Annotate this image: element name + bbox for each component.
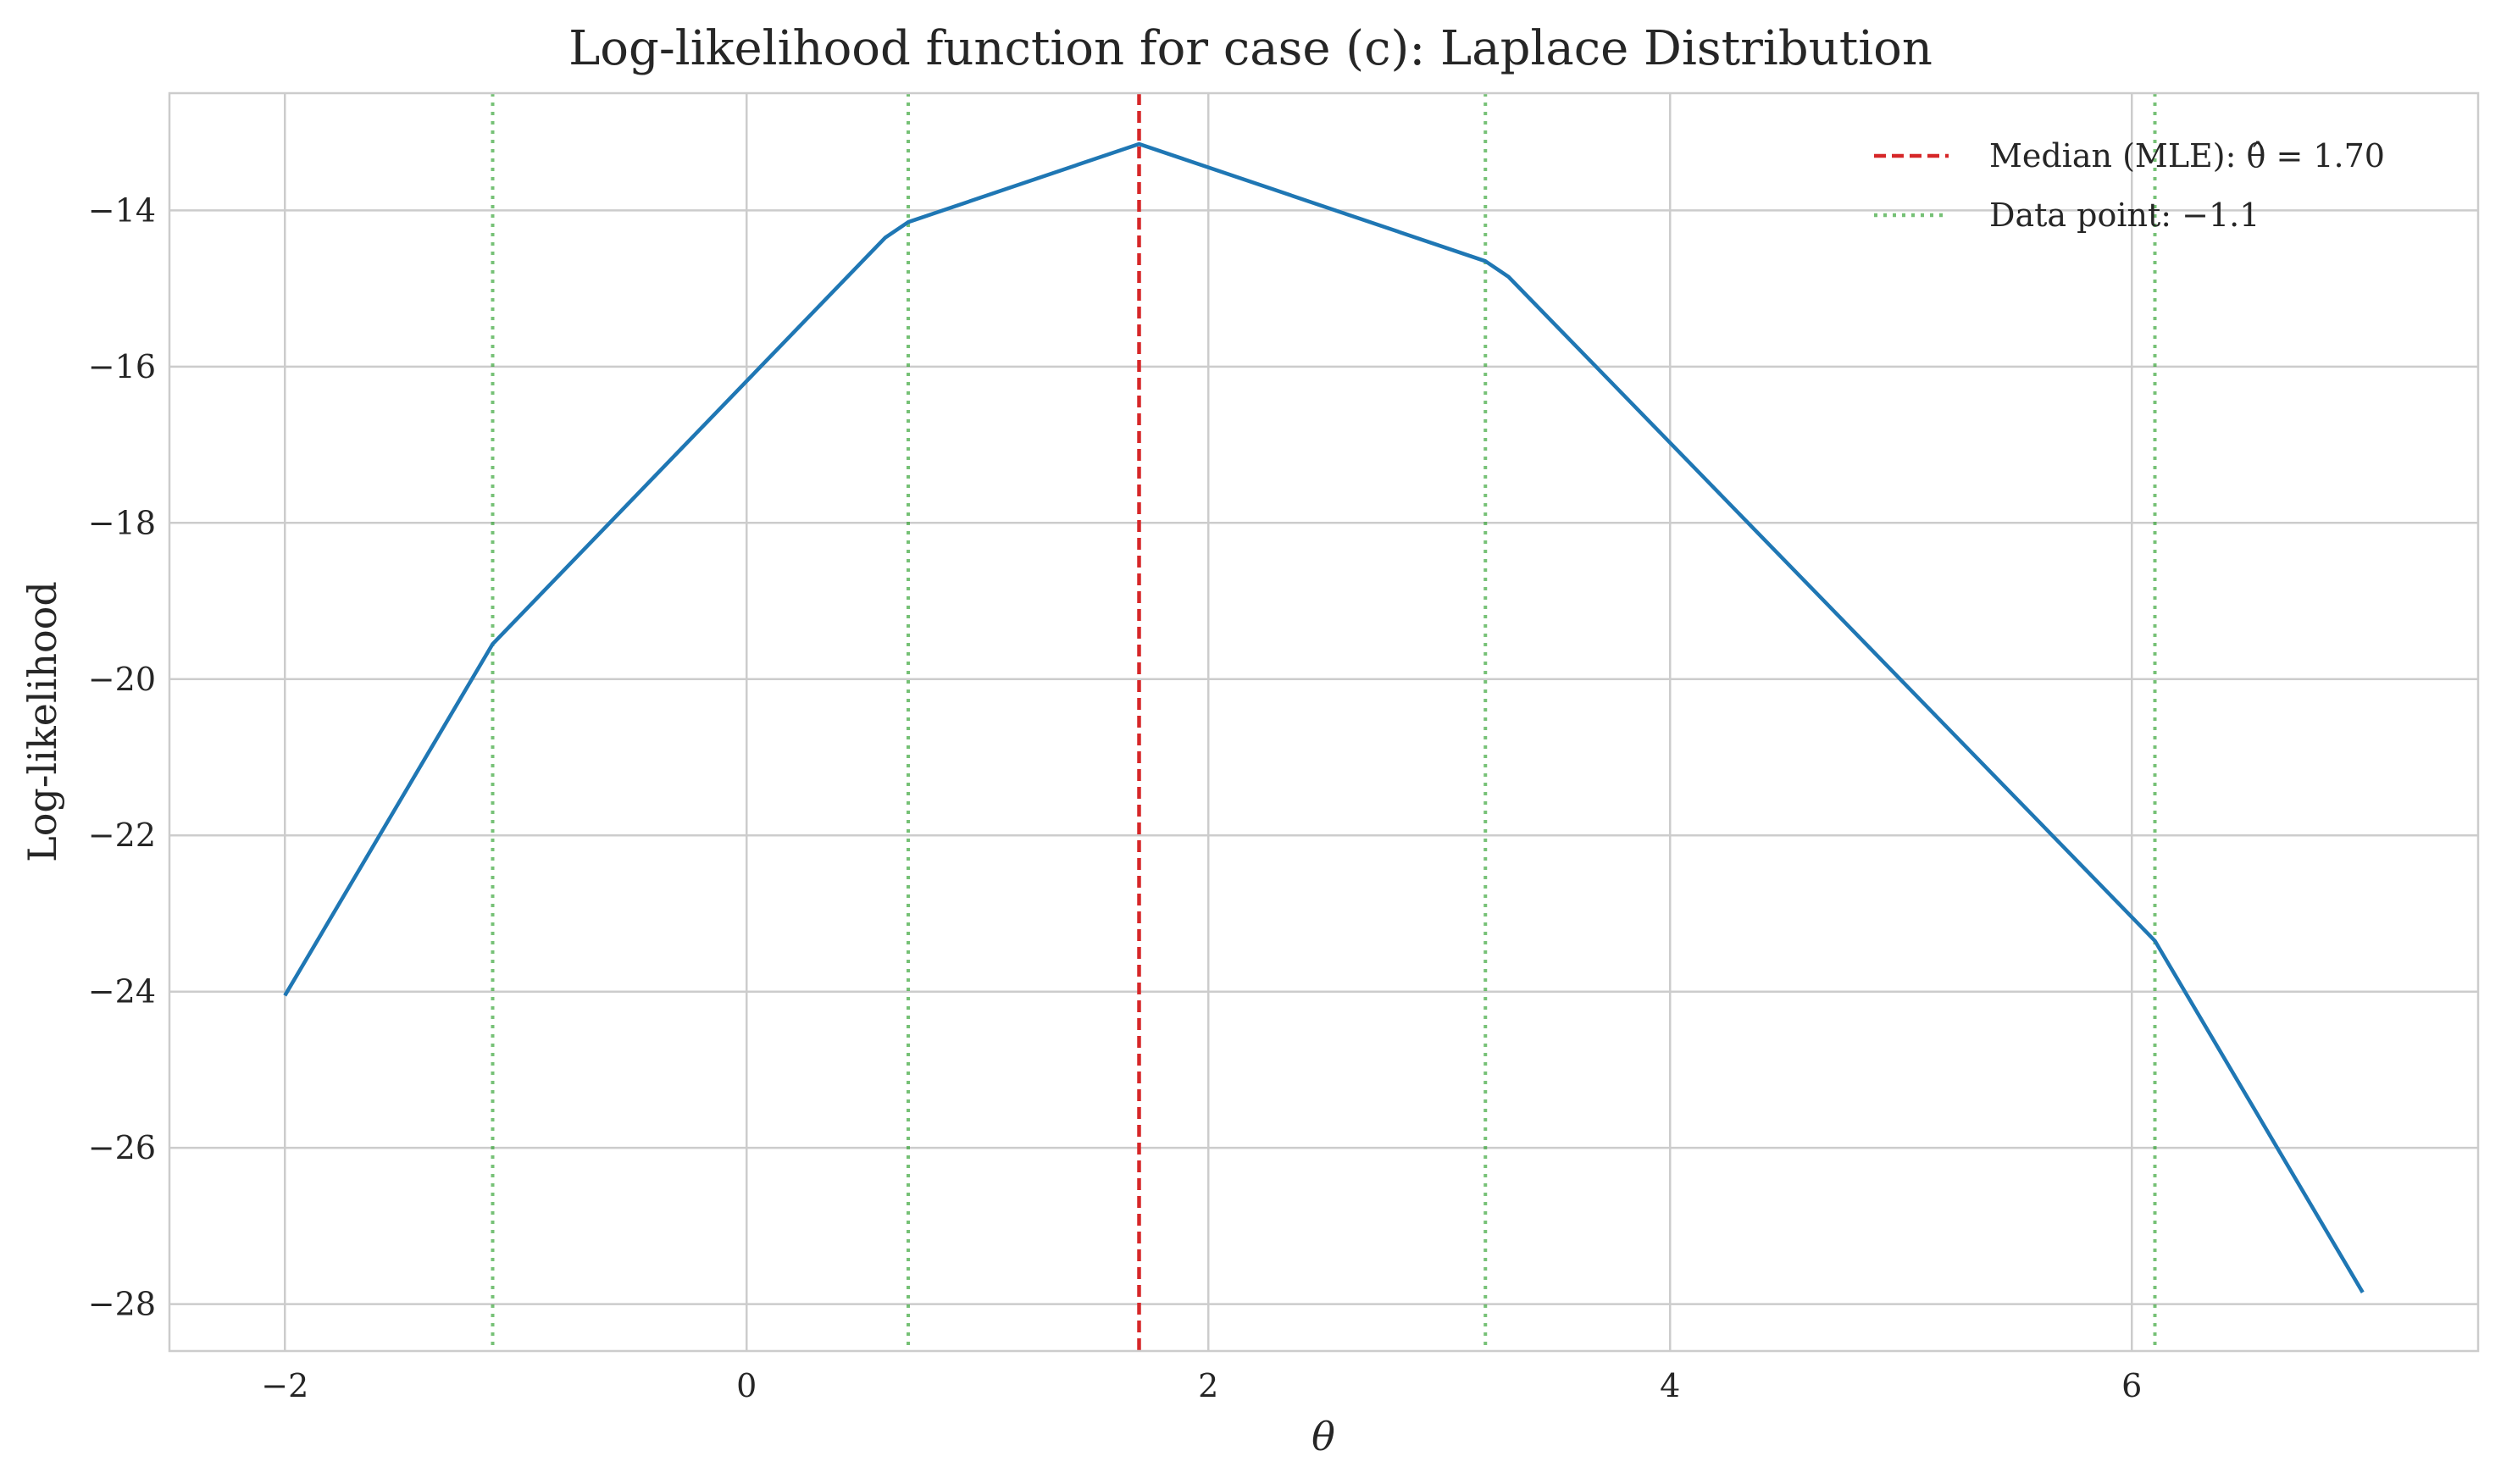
legend-label: Median (MLE): θ̂ = 1.70 — [1989, 137, 2385, 174]
log-likelihood-line — [283, 141, 2365, 1293]
y-axis-label: Log-likelihood — [19, 581, 65, 862]
y-tick-label: −26 — [88, 1129, 156, 1166]
plot-frame — [168, 91, 2480, 1353]
chart-title: Log-likelihood function for case (c): La… — [568, 21, 1933, 76]
y-tick-label: −24 — [88, 973, 156, 1011]
x-tick-label: −2 — [261, 1367, 308, 1404]
y-tick-label: −22 — [88, 817, 156, 854]
y-tick-label: −14 — [88, 191, 156, 229]
x-tick-label: 0 — [736, 1367, 757, 1404]
x-ticks: −2 0 2 4 6 — [261, 1367, 2142, 1404]
legend-label: Data point: −1.1 — [1989, 197, 2260, 234]
x-tick-label: 2 — [1198, 1367, 1218, 1404]
y-tick-label: −16 — [88, 348, 156, 385]
x-tick-label: 6 — [2121, 1367, 2142, 1404]
grid — [169, 93, 2478, 1351]
legend: Median (MLE): θ̂ = 1.70 Data point: −1.1 — [1874, 137, 2385, 234]
series-layer — [283, 141, 2365, 1293]
y-tick-label: −28 — [88, 1286, 156, 1323]
y-tick-label: −20 — [88, 661, 156, 698]
vertical-lines — [491, 93, 2157, 1351]
y-ticks: −14 −16 −18 −20 −22 −24 −26 −28 — [88, 191, 156, 1322]
x-tick-label: 4 — [1660, 1367, 1680, 1404]
y-tick-label: −18 — [88, 504, 156, 541]
x-axis-label: θ — [1312, 1414, 1335, 1459]
